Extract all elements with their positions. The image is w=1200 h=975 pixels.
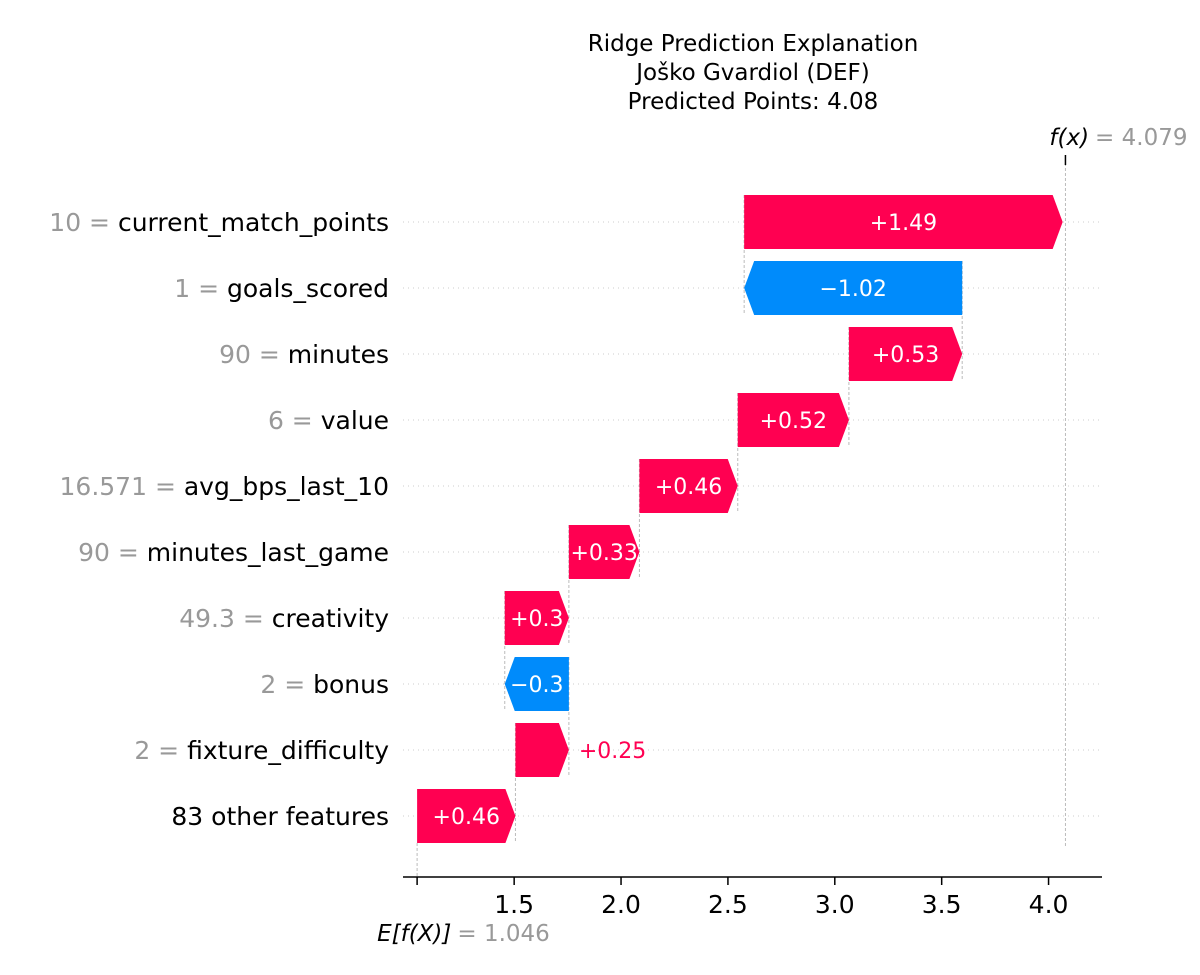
x-tick-label: 3.0 xyxy=(815,890,855,919)
feature-label: 1 = goals_scored xyxy=(174,274,389,303)
bar-minutes-last-game xyxy=(568,525,640,579)
feature-label: 2 = bonus xyxy=(260,670,389,699)
bar-value-label: +0.33 xyxy=(570,541,637,566)
x-tick-label: 2.0 xyxy=(601,890,641,919)
feature-label: 10 = current_match_points xyxy=(49,208,389,237)
bar-value-label: +0.46 xyxy=(655,475,722,500)
bar-value xyxy=(737,393,849,447)
bar-goals-scored xyxy=(744,261,963,315)
feature-name: 83 other features xyxy=(171,802,389,831)
bar-value-label: +0.52 xyxy=(760,409,827,434)
feature-label: 90 = minutes_last_game xyxy=(78,538,389,567)
feature-value: 49.3 = xyxy=(179,604,272,633)
feature-value: 2 = xyxy=(134,736,187,765)
feature-label: 83 other features xyxy=(171,802,389,831)
x-tick-label: 2.5 xyxy=(708,890,748,919)
chart-title-line-3: Predicted Points: 4.08 xyxy=(627,89,879,115)
feature-name: minutes xyxy=(288,340,389,369)
feature-name: goals_scored xyxy=(227,274,389,303)
bar-value-label: −1.02 xyxy=(819,277,886,302)
feature-name: bonus xyxy=(313,670,389,699)
x-tick-label: 1.5 xyxy=(494,890,534,919)
feature-name: creativity xyxy=(272,604,389,633)
chart-title-line-2: Joško Gvardiol (DEF) xyxy=(636,60,870,86)
chart-title: Ridge Prediction Explanation Joško Gvard… xyxy=(453,30,1053,117)
bar-value-label: −0.3 xyxy=(510,673,563,698)
bar-fixture-difficulty xyxy=(515,723,569,777)
x-tick-label: 3.5 xyxy=(922,890,962,919)
feature-name: current_match_points xyxy=(118,208,389,237)
bar-creativity xyxy=(504,591,569,645)
bar-minutes xyxy=(848,327,963,381)
feature-label: 6 = value xyxy=(268,406,389,435)
feature-value: 10 = xyxy=(49,208,118,237)
chart-title-line-1: Ridge Prediction Explanation xyxy=(587,31,919,57)
feature-value: 16.571 = xyxy=(60,472,184,501)
feature-value: 90 = xyxy=(219,340,288,369)
base-label: E[f(X)] xyxy=(377,921,451,947)
feature-value: 2 = xyxy=(260,670,313,699)
feature-label: 49.3 = creativity xyxy=(179,604,389,633)
feature-value: 1 = xyxy=(174,274,227,303)
bar-value-label: +0.53 xyxy=(872,343,939,368)
bar-83-other-features xyxy=(417,789,516,843)
feature-name: value xyxy=(321,406,389,435)
feature-value: 90 = xyxy=(78,538,147,567)
bar-current-match-points xyxy=(744,195,1063,249)
feature-value: 6 = xyxy=(268,406,321,435)
feature-label: 2 = fixture_difficulty xyxy=(134,736,389,765)
output-value-label: f(x) = 4.079 xyxy=(1049,125,1187,151)
output-value-text: = 4.079 xyxy=(1095,125,1187,151)
bar-avg-bps-last-10 xyxy=(639,459,738,513)
feature-name: minutes_last_game xyxy=(147,538,389,567)
bar-value-label: +0.46 xyxy=(433,805,500,830)
bar-value-label: +0.3 xyxy=(510,607,563,632)
x-tick-label: 4.0 xyxy=(1029,890,1069,919)
feature-label: 90 = minutes xyxy=(219,340,389,369)
bar-bonus xyxy=(504,657,569,711)
feature-name: fixture_difficulty xyxy=(187,736,389,765)
feature-label: 16.571 = avg_bps_last_10 xyxy=(60,472,389,501)
bar-value-label: +0.25 xyxy=(579,739,646,764)
output-label: f(x) xyxy=(1049,125,1089,151)
base-value-label: E[f(X)] = 1.046 xyxy=(377,921,550,947)
base-value-text: = 1.046 xyxy=(457,921,549,947)
bar-value-label: +1.49 xyxy=(870,211,937,236)
feature-name: avg_bps_last_10 xyxy=(184,472,389,501)
